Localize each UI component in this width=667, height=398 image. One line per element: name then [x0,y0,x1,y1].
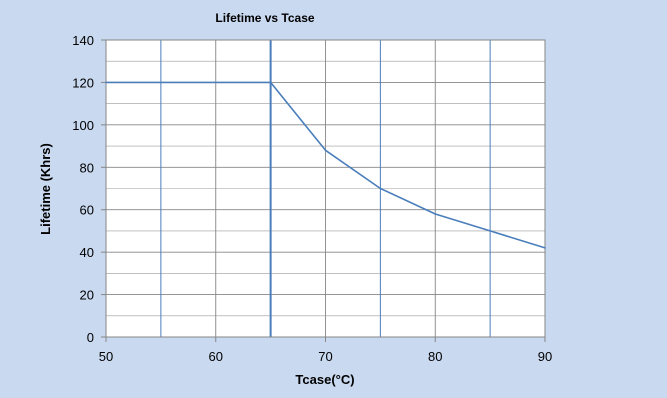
y-tick-label: 80 [80,160,94,175]
y-axis-label: Lifetime (Khrs) [38,143,53,235]
y-tick-label: 140 [72,33,94,48]
x-tick-label: 80 [428,349,442,364]
series-point [269,81,272,84]
x-tick-label: 90 [538,349,552,364]
y-tick-label: 100 [72,118,94,133]
y-tick-label: 60 [80,203,94,218]
tick-label-layer: 0 20 40 60 80 100 120 140 50 60 70 80 90 [72,33,552,364]
series-point [105,81,107,84]
series-layer [105,81,546,249]
series-point [489,230,491,232]
series-point [434,213,437,215]
series-point [324,149,327,152]
y-tick-label: 0 [87,330,94,345]
x-tick-label: 60 [209,349,223,364]
y-tick-label: 40 [80,245,94,260]
y-tick-label: 120 [72,75,94,90]
axis-layer [101,39,546,342]
series-point [379,187,382,190]
x-tick-label: 50 [99,349,113,364]
y-tick-label: 20 [80,288,94,303]
chart-title: Lifetime vs Tcase [215,11,314,25]
x-tick-label: 70 [318,349,332,364]
x-axis-label: Tcase(°C) [295,372,354,387]
series-point [544,247,546,249]
